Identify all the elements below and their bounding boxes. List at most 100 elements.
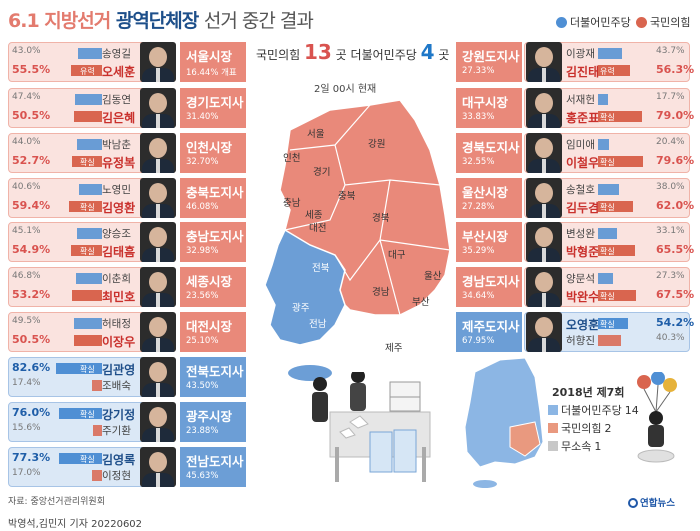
photo-face — [535, 138, 553, 158]
candidate-photo — [140, 88, 176, 128]
runner-percent: 33.1% — [656, 226, 685, 236]
region-name: 대전시장 — [186, 319, 233, 334]
runner-percent: 49.5% — [12, 316, 41, 326]
legend-2018-ppp-swatch — [548, 423, 558, 433]
map-label-gyeongnam: 경남 — [372, 287, 390, 298]
winner-percent: 77.3% — [12, 451, 51, 464]
count-percent: 45.63% — [186, 471, 219, 481]
map-label-ulsan: 울산 — [424, 271, 442, 282]
runner-name: 노영민 — [102, 184, 131, 196]
winner-percent: 82.6% — [12, 361, 51, 374]
winner-name: 김은혜 — [102, 111, 136, 125]
winner-status-badge: 확실 — [600, 158, 615, 167]
runner-bar — [74, 318, 102, 329]
legend-2018-dp: 더불어민주당 14 — [548, 402, 639, 418]
map-label-chungnam: 충남 — [283, 198, 301, 209]
winner-bar — [74, 335, 102, 346]
winner-percent: 56.3% — [656, 63, 695, 76]
runner-percent: 43.0% — [12, 46, 41, 56]
count-percent: 27.28% — [462, 202, 495, 212]
region-name: 충북도지사 — [186, 185, 244, 200]
region-name: 경북도지사 — [462, 140, 520, 155]
candidate-photo — [140, 447, 176, 487]
candidate-photo — [526, 42, 562, 82]
region-box: 강원도지사 27.33% — [456, 42, 522, 82]
region-box: 충북도지사 46.08% — [180, 178, 246, 218]
photo-tie — [156, 68, 160, 82]
winner-status-badge: 확실 — [80, 365, 95, 374]
winner-bar — [598, 65, 630, 76]
photo-tie — [156, 248, 160, 262]
map-label-incheon: 인천 — [283, 153, 301, 164]
winner-percent: 79.6% — [656, 154, 695, 167]
region-box: 전남도지사 45.63% — [180, 447, 246, 487]
winner-name: 최민호 — [102, 290, 136, 304]
runner-percent: 47.4% — [12, 92, 41, 102]
map-label-chungbuk: 충북 — [338, 191, 356, 202]
runner-name: 주기환 — [102, 425, 131, 437]
map-label-seoul: 서울 — [307, 129, 325, 140]
region-box: 광주시장 23.88% — [180, 402, 246, 442]
photo-tie — [156, 338, 160, 352]
photo-face — [149, 227, 167, 247]
region-name: 부산시장 — [462, 229, 509, 244]
photo-tie — [542, 248, 546, 262]
region-box: 경북도지사 32.55% — [456, 133, 522, 173]
photo-tie — [542, 159, 546, 173]
legend-dp-swatch — [556, 16, 567, 28]
summary-dp-count: 4 — [420, 40, 435, 64]
runner-bar — [598, 139, 609, 150]
brand-logo: 연합뉴스 — [628, 495, 675, 509]
region-name: 경남도지사 — [462, 274, 520, 289]
photo-face — [149, 138, 167, 158]
winner-percent: 54.9% — [12, 243, 51, 256]
photo-face — [149, 317, 167, 337]
runner-bar — [77, 139, 102, 150]
runner-bar — [76, 273, 102, 284]
winner-name: 오영훈 — [566, 318, 600, 332]
title-2018: 2018년 제7회 — [552, 386, 625, 399]
runner-percent: 17.0% — [12, 468, 41, 478]
winner-name: 김태흠 — [102, 245, 136, 259]
region-name: 울산시장 — [462, 185, 509, 200]
map-2018 — [464, 357, 544, 488]
winner-name: 이장우 — [102, 335, 136, 349]
photo-tie — [542, 68, 546, 82]
photo-tie — [156, 473, 160, 487]
map-jeju — [288, 365, 332, 381]
winner-percent: 65.5% — [656, 243, 695, 256]
winner-name: 김두겸 — [566, 201, 600, 215]
map-label-jeonbuk: 전북 — [312, 263, 330, 274]
winner-name: 유정복 — [102, 156, 136, 170]
photo-tie — [156, 159, 160, 173]
summary-text: 국민의힘 13 곳 더불어민주당 4 곳 — [256, 40, 449, 64]
winner-bar — [598, 111, 642, 122]
winner-bar — [69, 201, 102, 212]
count-percent: 27.33% — [462, 66, 495, 76]
winner-name: 박완수 — [566, 290, 600, 304]
photo-tie — [156, 293, 160, 307]
map-label-daejeon: 대전 — [309, 223, 327, 234]
legend-ppp-swatch — [636, 16, 647, 28]
runner-bar — [77, 228, 102, 239]
source-note: 자료: 중앙선거관리위원회 — [8, 497, 105, 507]
legend-ppp-label: 국민의힘 — [650, 16, 691, 29]
summary-ppp-label: 국민의힘 — [256, 48, 301, 62]
winner-bar — [59, 453, 102, 464]
legend-2018-ind-count: 1 — [594, 439, 602, 453]
winner-status-badge: 확실 — [80, 158, 95, 167]
region-name: 광주시장 — [186, 409, 233, 424]
photo-face — [149, 93, 167, 113]
photo-tie — [156, 204, 160, 218]
count-percent: 43.50% — [186, 381, 219, 391]
runner-name: 이춘희 — [102, 273, 131, 285]
photo-face — [149, 407, 167, 427]
winner-percent: 79.0% — [656, 109, 695, 122]
map-label-gyeongbuk: 경북 — [372, 213, 390, 224]
winner-bar — [598, 290, 636, 301]
map-label-gyeonggi: 경기 — [313, 167, 331, 178]
winner-status-badge: 확실 — [80, 203, 95, 212]
winner-name: 이철우 — [566, 156, 600, 170]
photo-face — [149, 183, 167, 203]
region-name: 전북도지사 — [186, 364, 244, 379]
